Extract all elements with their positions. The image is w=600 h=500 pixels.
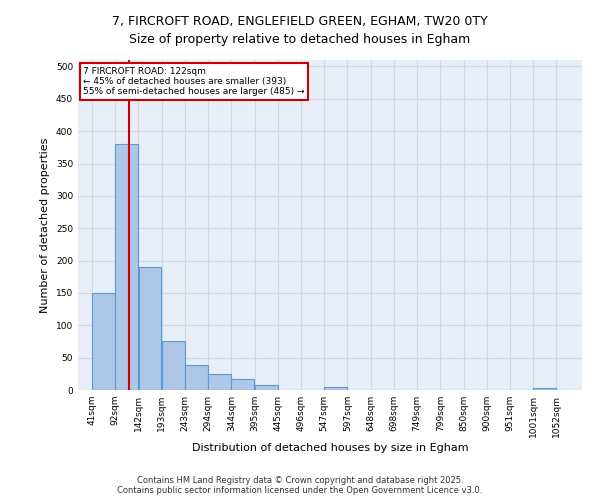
Bar [232, 379, 254, 390]
Bar [533, 388, 556, 390]
Text: Size of property relative to detached houses in Egham: Size of property relative to detached ho… [130, 32, 470, 46]
X-axis label: Distribution of detached houses by size in Egham: Distribution of detached houses by size … [191, 442, 469, 452]
Bar [185, 366, 208, 390]
Text: 7, FIRCROFT ROAD, ENGLEFIELD GREEN, EGHAM, TW20 0TY: 7, FIRCROFT ROAD, ENGLEFIELD GREEN, EGHA… [112, 15, 488, 28]
Bar [208, 374, 231, 390]
Bar [92, 293, 115, 390]
Bar [115, 144, 138, 390]
Bar [162, 342, 185, 390]
Text: Contains HM Land Registry data © Crown copyright and database right 2025.
Contai: Contains HM Land Registry data © Crown c… [118, 476, 482, 495]
Y-axis label: Number of detached properties: Number of detached properties [40, 138, 50, 312]
Bar [325, 387, 347, 390]
Text: 7 FIRCROFT ROAD: 122sqm
← 45% of detached houses are smaller (393)
55% of semi-d: 7 FIRCROFT ROAD: 122sqm ← 45% of detache… [83, 66, 305, 96]
Bar [139, 267, 161, 390]
Bar [254, 386, 278, 390]
